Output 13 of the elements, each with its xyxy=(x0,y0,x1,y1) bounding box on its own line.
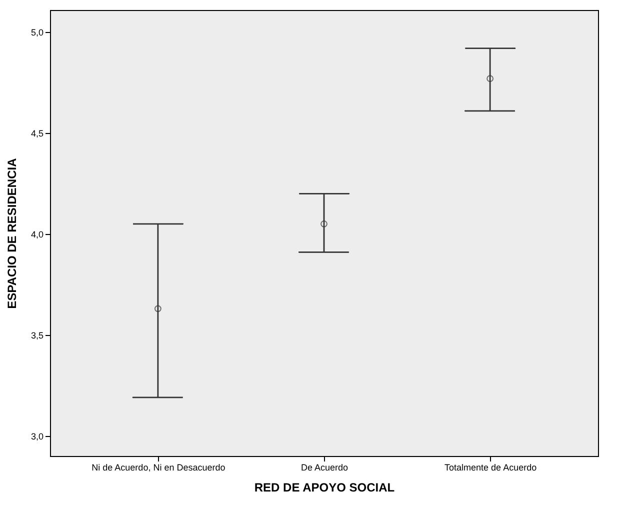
y-tick-label: 4,5 xyxy=(30,128,44,139)
y-axis-title: ESPACIO DE RESIDENCIA xyxy=(4,158,19,309)
point xyxy=(320,220,328,228)
point xyxy=(486,75,494,82)
point xyxy=(154,305,162,312)
y-tick-label: 5,0 xyxy=(30,28,44,38)
x-tick-label: Totalmente de Acuerdo xyxy=(444,462,537,472)
x-tick-label: Ni de Acuerdo, Ni en Desacuerdo xyxy=(92,462,226,472)
x-axis-title: RED DE APOYO SOCIAL xyxy=(254,480,395,494)
y-tick-label: 3,0 xyxy=(30,431,44,442)
y-tick-label: 4,0 xyxy=(30,230,44,240)
y-tick-label: 3,5 xyxy=(30,330,44,340)
x-tick-label: De Acuerdo xyxy=(300,462,348,472)
